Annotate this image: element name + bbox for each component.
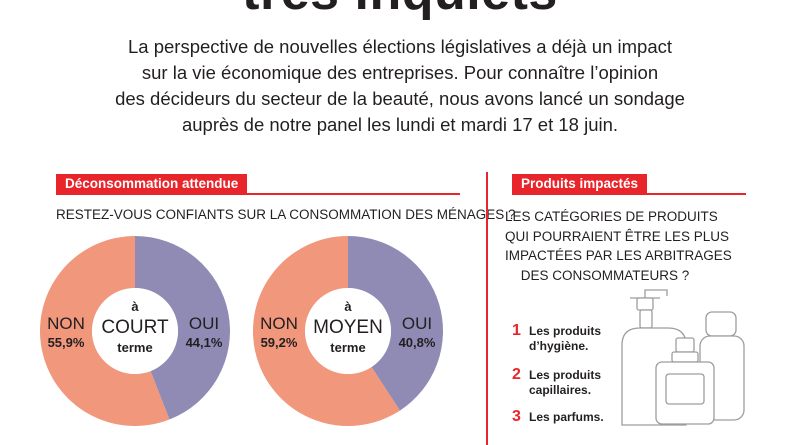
- intro-paragraph: La perspective de nouvelles élections lé…: [90, 34, 710, 138]
- question-left: RESTEZ-VOUS CONFIANTS SUR LA CONSOMMATIO…: [56, 207, 516, 222]
- item-line: capillaires.: [529, 383, 592, 397]
- slice-value: 59,2%: [261, 335, 298, 350]
- item-line: Les parfums.: [529, 410, 604, 424]
- slice-label: NON: [260, 314, 298, 333]
- item-label: Les produits capillaires.: [529, 368, 601, 398]
- slice-oui: [135, 236, 230, 420]
- section-tag-produits: Produits impactés: [512, 174, 648, 194]
- item-line: d’hygiène.: [529, 339, 589, 353]
- page-title: très inquiets: [0, 0, 800, 22]
- center-label: COURT: [101, 317, 169, 338]
- item-line: Les produits: [529, 324, 602, 338]
- intro-line: des décideurs du secteur de la beauté, n…: [115, 88, 685, 109]
- item-line: Les produits: [529, 368, 602, 382]
- donut-chart-moyen-terme: à MOYEN terme NON 59,2% OUI 40,8%: [253, 236, 443, 426]
- slice-value: 55,9%: [48, 335, 85, 350]
- section-rule-right: [512, 193, 746, 195]
- section-rule-left: [56, 193, 460, 195]
- item-number: 3: [512, 408, 521, 425]
- center-label: terme: [117, 340, 152, 355]
- item-number: 2: [512, 366, 521, 383]
- donut-chart-court-terme: à COURT terme NON 55,9% OUI 44,1%: [39, 236, 230, 427]
- item-label: Les parfums.: [529, 410, 604, 425]
- item-number: 1: [512, 322, 521, 339]
- question-right: LES CATÉGORIES DE PRODUITS QUI POURRAIEN…: [505, 207, 732, 285]
- donut-hole: [92, 288, 178, 374]
- center-label: à: [344, 299, 352, 314]
- section-divider: [486, 172, 488, 445]
- question-right-line: QUI POURRAIENT ÊTRE LES PLUS: [505, 228, 730, 244]
- question-right-line: IMPACTÉES PAR LES ARBITRAGES: [505, 248, 732, 263]
- slice-label: OUI: [402, 314, 432, 333]
- section-tag-deconsommation: Déconsommation attendue: [56, 174, 248, 194]
- slice-value: 40,8%: [399, 335, 436, 350]
- question-right-line: DES CONSOMMATEURS ?: [520, 267, 690, 283]
- intro-line: La perspective de nouvelles élections lé…: [127, 36, 672, 57]
- slice-non: [39, 236, 170, 427]
- intro-line: sur la vie économique des entreprises. P…: [141, 62, 659, 83]
- slice-non: [253, 236, 400, 426]
- question-right-line: LES CATÉGORIES DE PRODUITS: [505, 209, 718, 224]
- slice-label: NON: [47, 314, 85, 333]
- slice-label: OUI: [189, 314, 219, 333]
- slice-oui: [348, 236, 443, 411]
- slice-value: 44,1%: [186, 335, 223, 350]
- cosmetic-bottles-illustration: [621, 289, 745, 426]
- center-label: MOYEN: [313, 317, 383, 338]
- center-label: terme: [330, 340, 365, 355]
- item-label: Les produits d’hygiène.: [529, 324, 601, 354]
- intro-line: auprès de notre panel les lundi et mardi…: [181, 114, 619, 135]
- center-label: à: [131, 299, 139, 314]
- donut-hole: [305, 288, 391, 374]
